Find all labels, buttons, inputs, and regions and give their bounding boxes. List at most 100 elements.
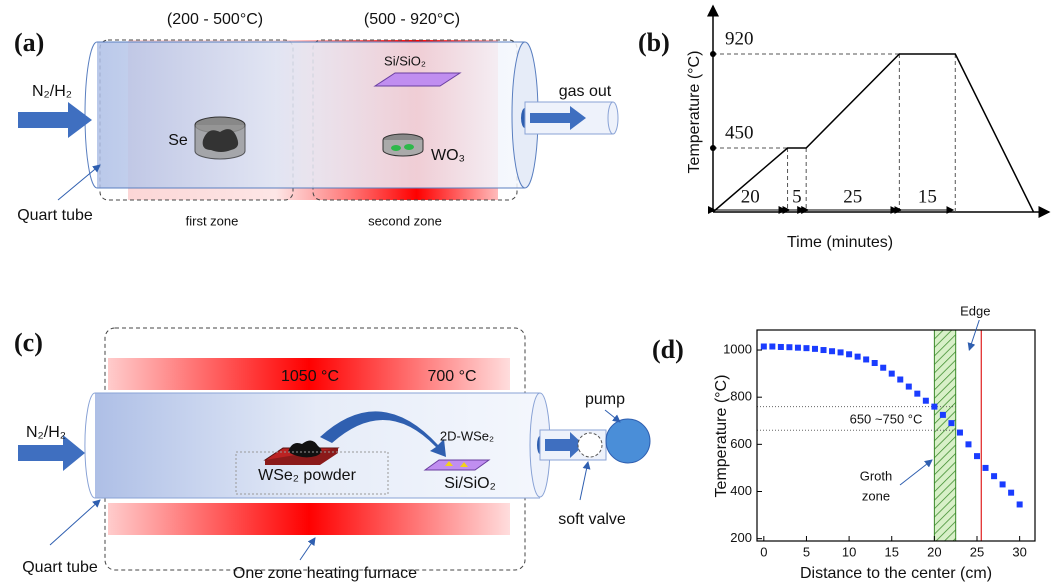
substrate-label: Si/SiO₂ — [444, 475, 496, 492]
tube-label: Quart tube — [17, 207, 93, 224]
pointer — [580, 462, 588, 500]
y-tick-label: 400 — [730, 483, 752, 498]
data-point — [991, 473, 997, 479]
panel-label: (b) — [638, 28, 670, 57]
dish — [383, 140, 423, 156]
x-axis-label: Time (minutes) — [787, 234, 893, 251]
panel-a: (a) (200 - 500°C) (500 - 920°C) N₂/H₂ Se… — [14, 11, 618, 228]
zone-label: second zone — [368, 213, 442, 228]
pointer — [58, 165, 100, 200]
tube — [97, 42, 525, 188]
segment-label: 15 — [918, 186, 937, 207]
data-point — [940, 412, 946, 418]
y-tick-label: 800 — [730, 389, 752, 404]
segment-label: 5 — [792, 186, 802, 207]
y-tick-label: 600 — [730, 436, 752, 451]
data-point — [923, 398, 929, 404]
data-point — [812, 346, 818, 352]
panel-label: (d) — [652, 335, 684, 364]
data-point — [761, 344, 767, 350]
pointer — [605, 410, 620, 422]
segment-label: 20 — [741, 186, 760, 207]
pump — [606, 419, 650, 463]
data-point — [863, 356, 869, 362]
tube-label: Quart tube — [22, 559, 98, 576]
x-tick-label: 5 — [803, 544, 810, 559]
x-tick-label: 20 — [927, 544, 941, 559]
source-label: Se — [168, 132, 188, 149]
y-axis-label: Temperature (°C) — [713, 375, 730, 498]
zone-label: first zone — [186, 213, 239, 228]
data-point — [974, 453, 980, 459]
pointer — [900, 460, 932, 485]
growth-zone — [934, 330, 955, 541]
range-label: 650 ~750 °C — [850, 411, 923, 426]
gas-in: N₂/H₂ — [32, 83, 72, 100]
x-tick-label: 15 — [885, 544, 899, 559]
x-axis-label: Distance to the center (cm) — [800, 565, 992, 582]
pointer — [50, 500, 100, 545]
powder — [203, 129, 238, 152]
segment-label: 25 — [843, 186, 862, 207]
growth-label: Groth — [860, 468, 893, 483]
plot-frame — [757, 330, 1035, 541]
data-point — [1000, 481, 1006, 487]
arrow — [18, 102, 92, 138]
data-point — [786, 344, 792, 350]
y-tick-label: 920 — [725, 28, 754, 49]
data-point — [957, 430, 963, 436]
substrate-label: Si/SiO₂ — [384, 53, 426, 68]
data-point — [931, 404, 937, 410]
data-point — [889, 371, 895, 377]
figure: (a) (200 - 500°C) (500 - 920°C) N₂/H₂ Se… — [0, 0, 1053, 583]
growth-label: zone — [862, 488, 890, 503]
data-point — [855, 354, 861, 360]
valve-label: soft valve — [558, 511, 626, 528]
data-point — [1017, 501, 1023, 507]
temp-label: 700 °C — [427, 368, 476, 385]
source-label: WSe₂ powder — [258, 467, 356, 484]
heater — [108, 503, 510, 535]
data-point — [897, 377, 903, 383]
valve — [578, 433, 602, 457]
outlet-end — [608, 102, 618, 134]
x-tick-label: 0 — [760, 544, 767, 559]
tube-end — [85, 42, 97, 188]
panel-c: (c) 1050 °C 700 °C N₂/H₂ 2D-WSe₂ WSe₂ po… — [14, 328, 650, 582]
powder — [404, 144, 414, 150]
pump-label: pump — [585, 391, 625, 408]
data-point — [821, 347, 827, 353]
data-point — [965, 441, 971, 447]
zone-temp: (500 - 920°C) — [364, 11, 460, 28]
data-point — [880, 365, 886, 371]
edge-label: Edge — [960, 303, 990, 318]
data-point — [872, 360, 878, 366]
panel-label: (c) — [14, 328, 43, 357]
tube-end — [85, 393, 95, 498]
precursor-label: WO₃ — [431, 147, 465, 164]
pointer — [969, 320, 979, 350]
data-point — [846, 351, 852, 357]
panel-label: (a) — [14, 28, 44, 57]
tick-mark — [710, 145, 716, 151]
pointer — [300, 538, 315, 560]
y-tick-label: 1000 — [723, 341, 752, 356]
furnace-label: One zone heating furnace — [233, 565, 417, 582]
x-tick-label: 30 — [1012, 544, 1026, 559]
data-point — [829, 348, 835, 354]
data-point — [983, 465, 989, 471]
data-point — [838, 349, 844, 355]
product-label: 2D-WSe₂ — [440, 428, 494, 443]
data-point — [914, 391, 920, 397]
y-axis-label: Temperature (°C) — [686, 51, 703, 174]
temperature-line — [713, 54, 1034, 212]
data-point — [803, 345, 809, 351]
y-tick-label: 200 — [730, 530, 752, 545]
powder — [391, 145, 401, 151]
x-tick-label: 25 — [970, 544, 984, 559]
y-tick-label: 450 — [725, 122, 754, 143]
gas-in: N₂/H₂ — [26, 424, 66, 441]
gas-out: gas out — [559, 83, 612, 100]
tick-mark — [710, 51, 716, 57]
data-point — [948, 420, 954, 426]
